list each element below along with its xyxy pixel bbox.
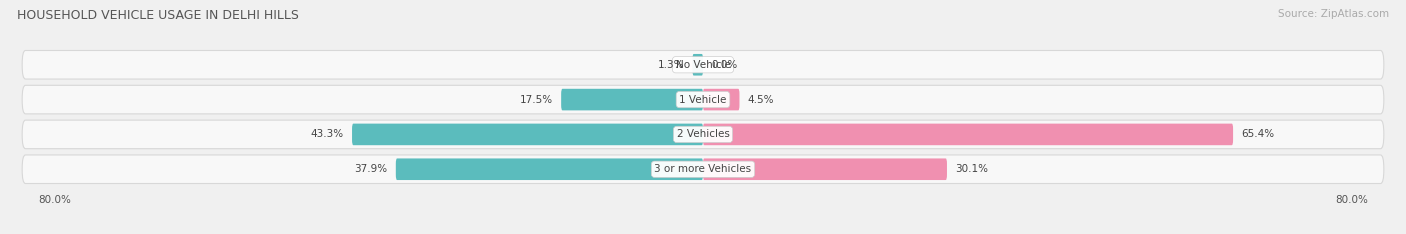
Text: 0.0%: 0.0% (711, 60, 737, 70)
Text: 1.3%: 1.3% (658, 60, 685, 70)
FancyBboxPatch shape (703, 124, 1233, 145)
FancyBboxPatch shape (693, 54, 703, 76)
Text: 17.5%: 17.5% (520, 95, 553, 105)
Text: 2 Vehicles: 2 Vehicles (676, 129, 730, 139)
Text: 4.5%: 4.5% (748, 95, 775, 105)
FancyBboxPatch shape (703, 158, 948, 180)
FancyBboxPatch shape (22, 155, 1384, 183)
FancyBboxPatch shape (703, 89, 740, 110)
FancyBboxPatch shape (22, 51, 1384, 79)
Text: 1 Vehicle: 1 Vehicle (679, 95, 727, 105)
FancyBboxPatch shape (22, 85, 1384, 114)
FancyBboxPatch shape (561, 89, 703, 110)
Text: No Vehicle: No Vehicle (675, 60, 731, 70)
Text: 30.1%: 30.1% (955, 164, 988, 174)
Text: Source: ZipAtlas.com: Source: ZipAtlas.com (1278, 9, 1389, 19)
Text: 37.9%: 37.9% (354, 164, 388, 174)
Text: HOUSEHOLD VEHICLE USAGE IN DELHI HILLS: HOUSEHOLD VEHICLE USAGE IN DELHI HILLS (17, 9, 298, 22)
Text: 43.3%: 43.3% (311, 129, 344, 139)
FancyBboxPatch shape (352, 124, 703, 145)
Text: 65.4%: 65.4% (1241, 129, 1274, 139)
Text: 3 or more Vehicles: 3 or more Vehicles (654, 164, 752, 174)
FancyBboxPatch shape (22, 120, 1384, 149)
FancyBboxPatch shape (396, 158, 703, 180)
